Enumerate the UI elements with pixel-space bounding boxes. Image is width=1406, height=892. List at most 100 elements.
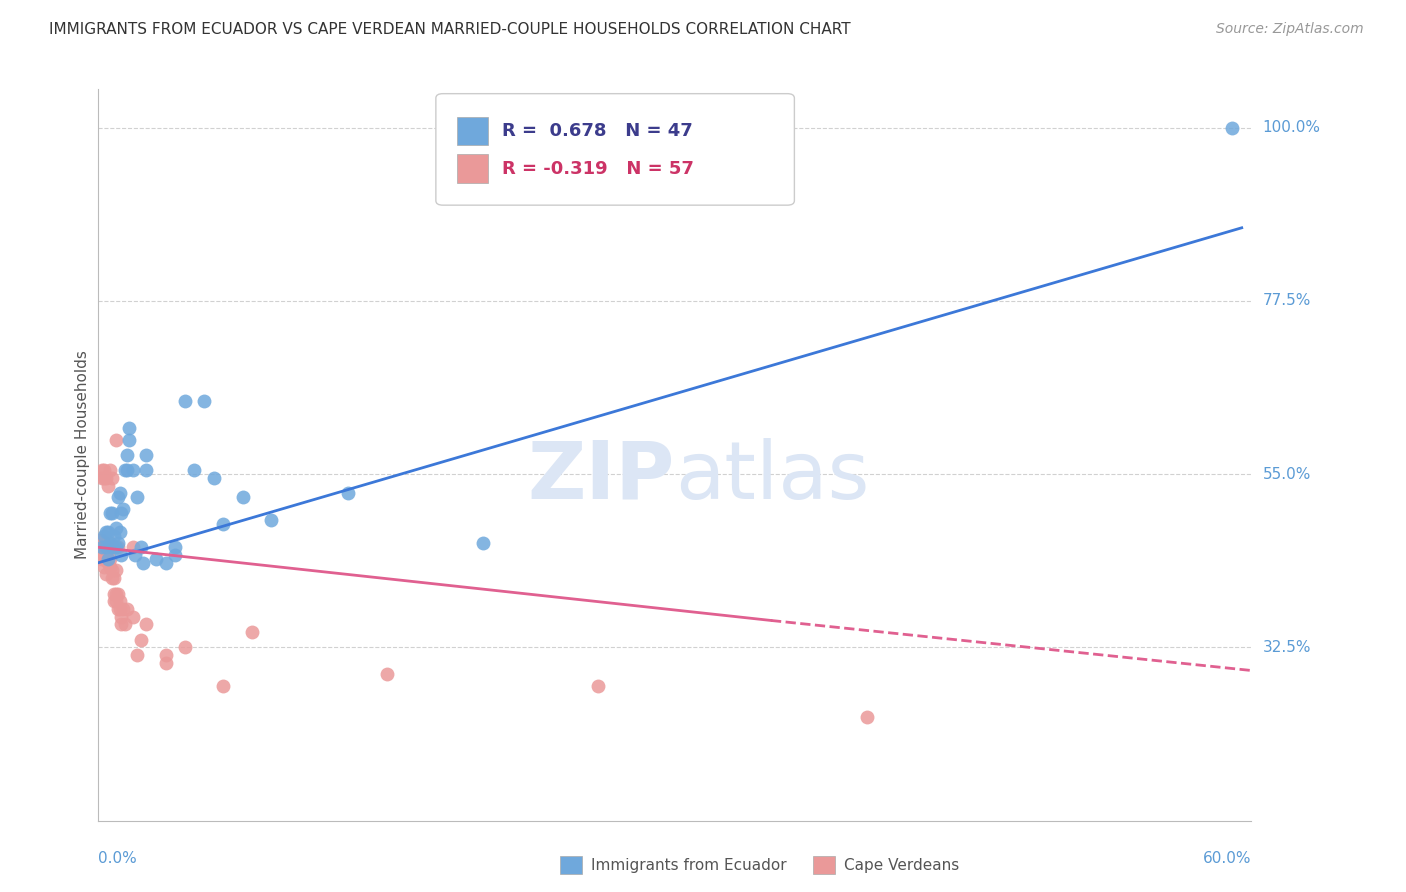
- Point: [94, 541, 117, 555]
- Point: [107, 541, 129, 555]
- Point: [135, 617, 157, 632]
- Point: [94, 541, 117, 555]
- Point: [91, 463, 114, 477]
- Point: [98, 536, 121, 550]
- Point: [856, 709, 879, 723]
- Text: 0.0%: 0.0%: [98, 851, 138, 866]
- Point: [337, 486, 360, 500]
- Point: [108, 524, 131, 539]
- Point: [212, 679, 235, 693]
- Point: [260, 513, 283, 527]
- Point: [103, 529, 125, 543]
- Point: [97, 541, 120, 555]
- Point: [94, 524, 117, 539]
- Text: 60.0%: 60.0%: [1204, 851, 1251, 866]
- Text: Cape Verdeans: Cape Verdeans: [844, 858, 959, 872]
- Point: [104, 594, 127, 608]
- Point: [131, 556, 153, 570]
- Text: atlas: atlas: [675, 438, 869, 516]
- Point: [93, 559, 115, 574]
- Point: [101, 506, 124, 520]
- Point: [94, 471, 117, 485]
- Point: [145, 552, 167, 566]
- Text: R =  0.678   N = 47: R = 0.678 N = 47: [502, 122, 693, 140]
- Point: [91, 533, 114, 547]
- Point: [98, 559, 121, 574]
- Text: ZIP: ZIP: [527, 438, 675, 516]
- Point: [103, 586, 125, 600]
- Point: [117, 602, 139, 616]
- Point: [129, 632, 152, 647]
- Point: [107, 536, 129, 550]
- Y-axis label: Married-couple Households: Married-couple Households: [75, 351, 90, 559]
- Point: [1220, 120, 1243, 135]
- Point: [104, 433, 127, 447]
- Point: [110, 506, 132, 520]
- Point: [129, 541, 152, 555]
- Point: [118, 433, 141, 447]
- Point: [202, 471, 225, 485]
- Point: [174, 640, 197, 655]
- Point: [108, 594, 131, 608]
- Text: 100.0%: 100.0%: [1263, 120, 1320, 136]
- Point: [93, 548, 115, 562]
- Point: [110, 617, 132, 632]
- Point: [104, 586, 127, 600]
- Point: [98, 536, 121, 550]
- Text: 77.5%: 77.5%: [1263, 293, 1310, 309]
- Text: Source: ZipAtlas.com: Source: ZipAtlas.com: [1216, 22, 1364, 37]
- Point: [471, 536, 494, 550]
- Point: [110, 548, 132, 562]
- Point: [107, 490, 129, 504]
- Point: [124, 548, 146, 562]
- Point: [94, 552, 117, 566]
- Point: [193, 394, 215, 409]
- Text: Immigrants from Ecuador: Immigrants from Ecuador: [591, 858, 786, 872]
- Point: [97, 552, 120, 566]
- Point: [155, 556, 177, 570]
- Point: [135, 448, 157, 462]
- Point: [375, 667, 398, 681]
- Point: [114, 617, 136, 632]
- Point: [93, 541, 115, 555]
- Point: [118, 421, 141, 435]
- Point: [122, 609, 145, 624]
- Point: [101, 541, 124, 555]
- Point: [155, 648, 177, 662]
- Point: [101, 563, 124, 577]
- Point: [103, 594, 125, 608]
- Text: 55.0%: 55.0%: [1263, 467, 1310, 482]
- Point: [135, 463, 157, 477]
- Point: [231, 490, 254, 504]
- Point: [97, 556, 120, 570]
- Point: [125, 648, 148, 662]
- Point: [240, 625, 263, 640]
- Point: [165, 548, 187, 562]
- Text: IMMIGRANTS FROM ECUADOR VS CAPE VERDEAN MARRIED-COUPLE HOUSEHOLDS CORRELATION CH: IMMIGRANTS FROM ECUADOR VS CAPE VERDEAN …: [49, 22, 851, 37]
- Point: [165, 541, 187, 555]
- Point: [122, 463, 145, 477]
- Point: [93, 529, 115, 543]
- Point: [586, 679, 609, 693]
- Point: [122, 541, 145, 555]
- Point: [93, 471, 115, 485]
- Point: [89, 533, 111, 547]
- Point: [103, 571, 125, 585]
- Point: [117, 463, 139, 477]
- Point: [98, 552, 121, 566]
- Point: [91, 552, 114, 566]
- Point: [108, 602, 131, 616]
- Point: [212, 517, 235, 532]
- Point: [103, 541, 125, 555]
- Point: [91, 471, 114, 485]
- Point: [107, 602, 129, 616]
- Point: [101, 541, 124, 555]
- Point: [112, 602, 135, 616]
- Point: [108, 486, 131, 500]
- Point: [101, 471, 124, 485]
- Point: [174, 394, 197, 409]
- Point: [155, 656, 177, 670]
- Point: [91, 541, 114, 555]
- Point: [97, 524, 120, 539]
- Point: [117, 448, 139, 462]
